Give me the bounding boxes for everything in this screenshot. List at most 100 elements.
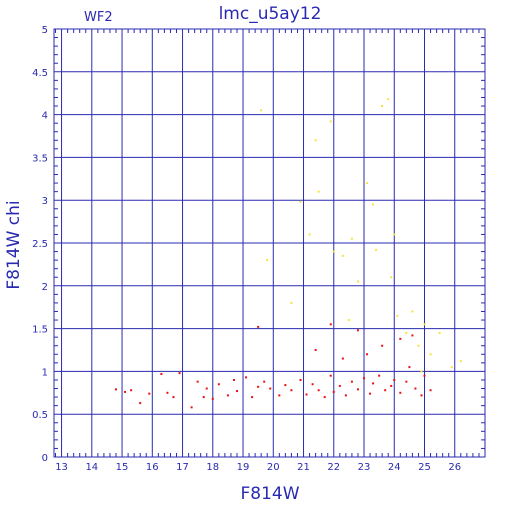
red-data-point [305,393,308,396]
x-tick-label: 20 [267,462,280,473]
y-tick-label: 5 [42,25,48,36]
red-data-point [190,406,193,409]
red-data-point [314,349,317,351]
yellow-data-point [381,105,384,108]
data-points [115,98,462,409]
yellow-data-point [459,360,462,363]
red-data-point [399,337,402,340]
yellow-data-point [450,366,453,369]
red-data-point [329,374,332,377]
red-data-point [323,396,326,399]
red-data-point [202,396,205,399]
red-data-point [217,383,220,386]
red-data-point [257,325,260,328]
yellow-data-point [317,190,320,193]
red-data-point [263,380,266,383]
yellow-data-point [438,331,441,334]
red-data-point [393,378,396,381]
y-tick-label: 1.5 [32,325,48,336]
yellow-data-point [405,331,408,334]
red-data-point [372,382,375,385]
yellow-data-point [420,370,423,373]
red-data-point [290,389,293,392]
red-data-point [235,390,238,393]
y-tick-label: 1 [42,367,48,378]
x-tick-label: 23 [358,462,371,473]
yellow-data-point [329,120,332,123]
yellow-data-point [350,237,353,240]
red-data-point [405,380,408,383]
y-tick-label: 2 [42,282,48,293]
red-data-point [344,394,347,397]
red-data-point [130,389,133,392]
y-tick-label: 0.5 [32,410,48,421]
red-data-point [332,390,335,393]
red-data-point [341,357,344,360]
red-data-point [369,392,372,395]
y-tick-label: 4.5 [32,68,48,79]
red-data-point [408,366,411,369]
yellow-data-point [332,250,335,253]
yellow-data-point [290,301,293,304]
x-tick-label: 15 [116,462,129,473]
yellow-data-point [356,280,359,283]
plot-frame [53,28,486,458]
red-data-point [124,390,127,393]
red-data-point [278,394,281,397]
yellow-data-point [266,259,269,262]
red-data-point [390,384,393,387]
red-data-point [429,389,432,392]
red-data-point [329,323,332,326]
red-data-point [139,402,142,405]
yellow-data-point [299,200,302,203]
y-axis-label: F814W chi [4,200,24,289]
x-tick-label: 22 [327,462,340,473]
y-tick-label: 3.5 [32,153,48,164]
yellow-data-point [390,276,393,279]
red-data-point [420,394,423,397]
yellow-data-point [411,310,414,313]
red-data-point [232,378,235,381]
x-tick-label: 21 [297,462,310,473]
red-data-point [378,374,381,377]
red-data-point [284,384,287,387]
x-tick-label: 13 [55,462,68,473]
red-data-point [399,391,402,394]
y-tick-label: 3 [42,196,48,207]
x-tick-label: 18 [206,462,219,473]
x-tick-label: 14 [85,462,98,473]
yellow-data-point [429,353,432,356]
x-axis-label: F814W [240,484,299,504]
red-data-point [366,353,369,356]
red-data-point [384,389,387,392]
red-data-point [166,391,169,394]
yellow-data-point [308,233,311,236]
y-tick-labels: 0 0.5 1 1.5 2 2.5 3 3.5 4 4.5 5 [32,25,48,464]
red-data-point [226,394,229,397]
x-tick-label: 17 [176,462,189,473]
x-tick-label: 25 [418,462,431,473]
x-tick-label: 16 [146,462,159,473]
red-data-point [338,384,341,387]
yellow-data-point [396,314,399,317]
red-data-point [172,396,175,399]
red-data-point [317,389,320,392]
red-data-point [350,380,353,383]
panel-label: WF2 [84,10,113,25]
yellow-data-point [417,344,420,347]
x-tick-labels: 13 14 15 16 17 18 19 20 21 22 23 24 25 26 [55,462,461,473]
red-data-point [356,329,359,332]
red-data-point [411,334,414,337]
red-data-point [245,376,248,379]
y-tick-label: 4 [42,111,48,122]
red-data-point [356,388,359,391]
red-data-point [269,387,272,390]
red-data-point [257,385,260,388]
red-data-point [381,344,384,347]
x-tick-label: 19 [237,462,250,473]
yellow-data-point [372,203,375,206]
red-data-point [211,397,214,400]
chart-title: lmc_u5ay12 [219,4,322,24]
red-data-point [363,377,366,380]
